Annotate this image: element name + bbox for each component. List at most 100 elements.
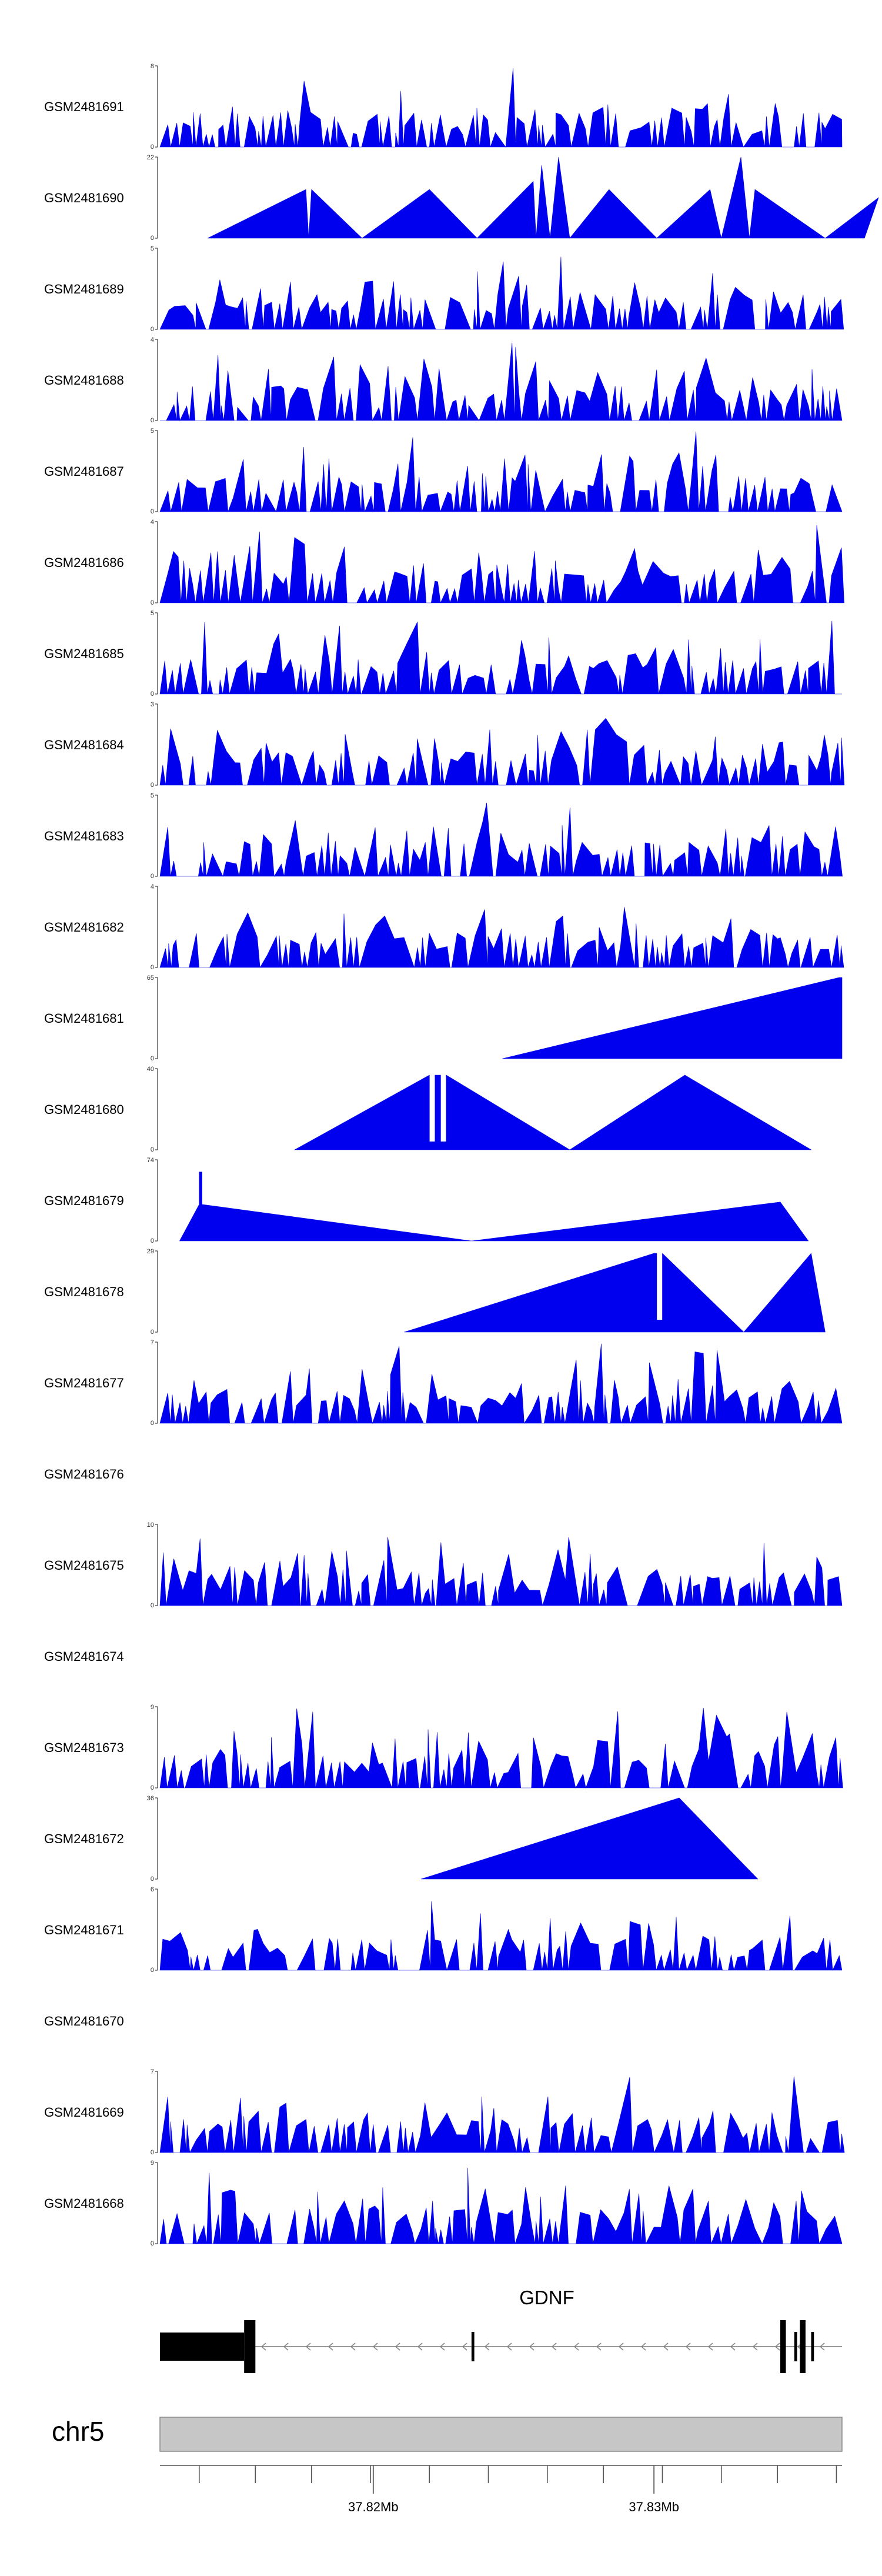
gene-exon: [811, 2332, 814, 2361]
track-GSM2481678: GSM2481678 29 0: [44, 1248, 826, 1336]
track-label: GSM2481690: [44, 191, 124, 205]
track-ymin-label: 0: [151, 1967, 154, 1974]
track-label: GSM2481674: [44, 1649, 124, 1664]
track-ymin-label: 0: [151, 782, 154, 789]
track-label: GSM2481679: [44, 1193, 124, 1208]
track-ymax-label: 9: [151, 1704, 154, 1711]
track-label: GSM2481675: [44, 1558, 124, 1573]
coverage-area: [159, 718, 845, 786]
track-GSM2481675: GSM2481675 10 0: [44, 1521, 843, 1609]
coverage-area: [159, 907, 844, 968]
track-label: GSM2481684: [44, 738, 124, 752]
track-ymax-label: 5: [151, 792, 154, 799]
gene-exon: [471, 2332, 475, 2361]
coverage-area: [159, 1343, 843, 1424]
track-ymin-label: 0: [151, 1237, 154, 1244]
track-ymin-label: 0: [151, 1420, 154, 1427]
coverage-area: [159, 525, 844, 604]
track-ymin-label: 0: [151, 2240, 154, 2247]
track-ymax-label: 4: [151, 883, 154, 890]
track-ymax-label: 4: [151, 519, 154, 526]
coverage-area: [159, 803, 843, 877]
track-ymin-label: 0: [151, 326, 154, 333]
strand-chevron: [350, 2343, 356, 2351]
track-GSM2481674: GSM2481674: [44, 1649, 124, 1664]
track-ymin-label: 0: [151, 417, 154, 424]
track-GSM2481671: GSM2481671 6 0: [44, 1886, 843, 1974]
track-GSM2481686: GSM2481686 4 0: [44, 519, 844, 606]
track-label: GSM2481687: [44, 464, 124, 479]
strand-chevron: [260, 2343, 266, 2351]
track-ymax-label: 65: [147, 975, 154, 982]
coverage-area: [159, 2168, 843, 2245]
track-ymin-label: 0: [151, 873, 154, 880]
track-GSM2481668: GSM2481668 9 0: [44, 2160, 843, 2247]
track-label: GSM2481669: [44, 2105, 124, 2120]
strand-chevron: [484, 2343, 490, 2351]
track-ymin-label: 0: [151, 2149, 154, 2156]
track-ymin-label: 0: [151, 964, 154, 971]
track-ymax-label: 40: [147, 1066, 154, 1073]
strand-chevron: [618, 2343, 624, 2351]
strand-chevron: [395, 2343, 400, 2351]
strand-chevron: [529, 2343, 534, 2351]
track-ymin-label: 0: [151, 235, 154, 242]
strand-chevron: [283, 2343, 289, 2351]
track-GSM2481690: GSM2481690 22 0: [44, 154, 879, 242]
strand-chevron: [819, 2343, 825, 2351]
strand-chevron: [305, 2343, 311, 2351]
strand-chevron: [707, 2343, 713, 2351]
track-label: GSM2481681: [44, 1011, 124, 1026]
coverage-area: [160, 342, 843, 422]
strand-chevron: [640, 2343, 646, 2351]
track-label: GSM2481691: [44, 99, 124, 114]
track-label: GSM2481686: [44, 555, 124, 570]
coverage-area: [208, 156, 879, 239]
coverage-area: [159, 431, 843, 513]
gene-exon: [160, 2333, 245, 2361]
chromosome-bar: [159, 2417, 843, 2452]
track-ymax-label: 29: [147, 1248, 154, 1255]
strand-chevron: [551, 2343, 557, 2351]
track-label: GSM2481688: [44, 373, 124, 388]
coverage-area: [404, 1253, 826, 1333]
gene-exon: [244, 2320, 256, 2373]
coverage-area: [159, 1901, 843, 1971]
x-axis-tick-label: 37.83Mb: [629, 2500, 679, 2514]
track-ymin-label: 0: [151, 1146, 154, 1153]
gene-model: GDNF: [160, 2287, 842, 2373]
track-label: GSM2481676: [44, 1467, 124, 1481]
coverage-area: [293, 1075, 812, 1150]
coverage-area: [420, 1797, 759, 1880]
track-GSM2481672: GSM2481672 36 0: [44, 1795, 759, 1883]
track-label: GSM2481677: [44, 1376, 124, 1390]
strand-chevron: [439, 2343, 445, 2351]
track-label: GSM2481680: [44, 1102, 124, 1117]
track-GSM2481673: GSM2481673 9 0: [44, 1704, 843, 1791]
gene-exon: [800, 2320, 806, 2373]
track-ymin-label: 0: [151, 1329, 154, 1336]
track-label: GSM2481683: [44, 829, 124, 843]
strand-chevron: [328, 2343, 333, 2351]
coverage-area: [159, 256, 844, 330]
strand-chevron: [663, 2343, 669, 2351]
track-GSM2481669: GSM2481669 7 0: [44, 2068, 845, 2156]
strand-chevron: [573, 2343, 579, 2351]
chromosome-label: chr5: [52, 2416, 104, 2447]
track-ymax-label: 9: [151, 2160, 154, 2167]
track-ymax-label: 74: [147, 1157, 154, 1164]
track-ymax-label: 36: [147, 1795, 154, 1802]
coverage-area: [159, 2076, 845, 2154]
chromosome-ideogram: chr5: [52, 2416, 843, 2452]
track-GSM2481691: GSM2481691 8 0: [44, 63, 843, 151]
coverage-area: [159, 68, 843, 148]
track-ymin-label: 0: [151, 508, 154, 515]
strand-chevron: [774, 2343, 780, 2351]
track-GSM2481681: GSM2481681 65 0: [44, 975, 843, 1062]
track-label: GSM2481673: [44, 1740, 124, 1755]
track-GSM2481687: GSM2481687 5 0: [44, 428, 843, 515]
track-ymax-label: 10: [147, 1521, 154, 1529]
track-label: GSM2481671: [44, 1923, 124, 1937]
track-ymin-label: 0: [151, 1784, 154, 1791]
